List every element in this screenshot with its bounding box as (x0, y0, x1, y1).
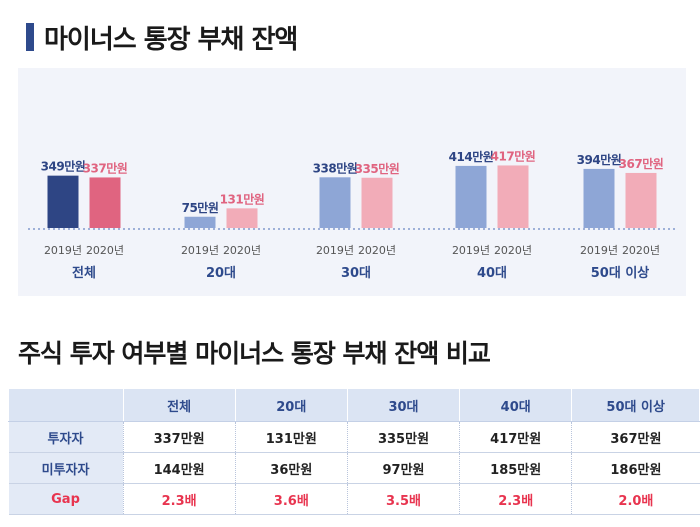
group-label: 전체 (72, 265, 96, 281)
year-tick-label: 2020년 (358, 244, 396, 257)
bar (184, 216, 216, 228)
table-cell: 144만원 (122, 452, 236, 484)
table-cell: 186만원 (571, 452, 700, 484)
table-header-cell: 40대 (459, 389, 573, 422)
table-header-cell: 30대 (346, 389, 461, 422)
bar (89, 177, 121, 228)
year-tick-label: 2019년 (181, 244, 219, 257)
table-cell: 335만원 (346, 421, 460, 453)
data-label: 367만원 (619, 156, 664, 171)
bar (319, 177, 351, 228)
data-label: 414만원 (449, 149, 494, 164)
year-tick-label: 2019년 (452, 244, 490, 257)
table-header-cell: 50대 이상 (571, 389, 700, 422)
table-cell: 337만원 (122, 421, 236, 453)
bar (455, 165, 487, 228)
table-header-cell: 20대 (234, 389, 348, 422)
table-cell: 97만원 (346, 452, 460, 484)
data-label: 337만원 (83, 160, 128, 175)
section-title-compare: 주식 투자 여부별 마이너스 통장 부채 잔액 비교 (18, 339, 491, 368)
group-label: 40대 (477, 266, 507, 281)
group-label: 30대 (341, 266, 371, 281)
title-accent-bar (26, 23, 34, 51)
table-cell: 2.3배 (122, 483, 236, 515)
data-label: 338만원 (313, 160, 358, 175)
table-cell: 367만원 (571, 421, 700, 453)
bar (226, 208, 258, 228)
data-label: 131만원 (220, 191, 265, 206)
row-label: 미투자자 (8, 452, 123, 484)
data-label: 349만원 (41, 159, 86, 174)
bar (47, 175, 79, 228)
table-cell: 3.6배 (234, 483, 348, 515)
table-header-row: 전체 20대 30대 40대 50대 이상 (8, 389, 700, 422)
table-row: 투자자 337만원 131만원 335만원 417만원 367만원 (8, 421, 700, 453)
table-cell: 131만원 (234, 421, 348, 453)
data-label: 335만원 (355, 161, 400, 176)
title-balance-text: 마이너스 통장 부채 잔액 (44, 24, 298, 55)
table-cell: 185만원 (459, 452, 572, 484)
table-cell: 2.0배 (571, 483, 700, 515)
table-cell: 2.3배 (459, 483, 572, 515)
year-tick-label: 2020년 (494, 244, 532, 257)
table-header-cell: 전체 (122, 389, 236, 422)
comparison-table: 전체 20대 30대 40대 50대 이상 투자자 337만원 131만원 33… (8, 389, 700, 515)
data-label: 75만원 (182, 200, 219, 215)
table-row-gap: Gap 2.3배 3.6배 3.5배 2.3배 2.0배 (8, 483, 700, 515)
year-tick-label: 2019년 (316, 244, 354, 257)
bar (361, 177, 393, 228)
year-tick-label: 2019년 (580, 244, 618, 257)
year-tick-label: 2020년 (622, 244, 660, 257)
bar (497, 165, 529, 228)
year-tick-label: 2020년 (86, 244, 124, 257)
data-label: 394만원 (577, 152, 622, 167)
table-cell: 417만원 (459, 421, 572, 453)
data-label: 417만원 (491, 148, 536, 163)
row-label: Gap (8, 483, 123, 515)
table-cell: 3.5배 (346, 483, 460, 515)
table-header-cell (8, 389, 124, 422)
group-label: 20대 (206, 266, 236, 281)
section-title-balance: 마이너스 통장 부채 잔액 (26, 20, 298, 55)
bar (583, 168, 615, 228)
table-cell: 36만원 (234, 452, 348, 484)
table-row: 미투자자 144만원 36만원 97만원 185만원 186만원 (8, 452, 700, 484)
group-label: 50대 이상 (591, 265, 650, 281)
year-tick-label: 2019년 (44, 244, 82, 257)
bar (625, 172, 657, 228)
row-label: 투자자 (8, 421, 123, 453)
year-tick-label: 2020년 (223, 244, 261, 257)
